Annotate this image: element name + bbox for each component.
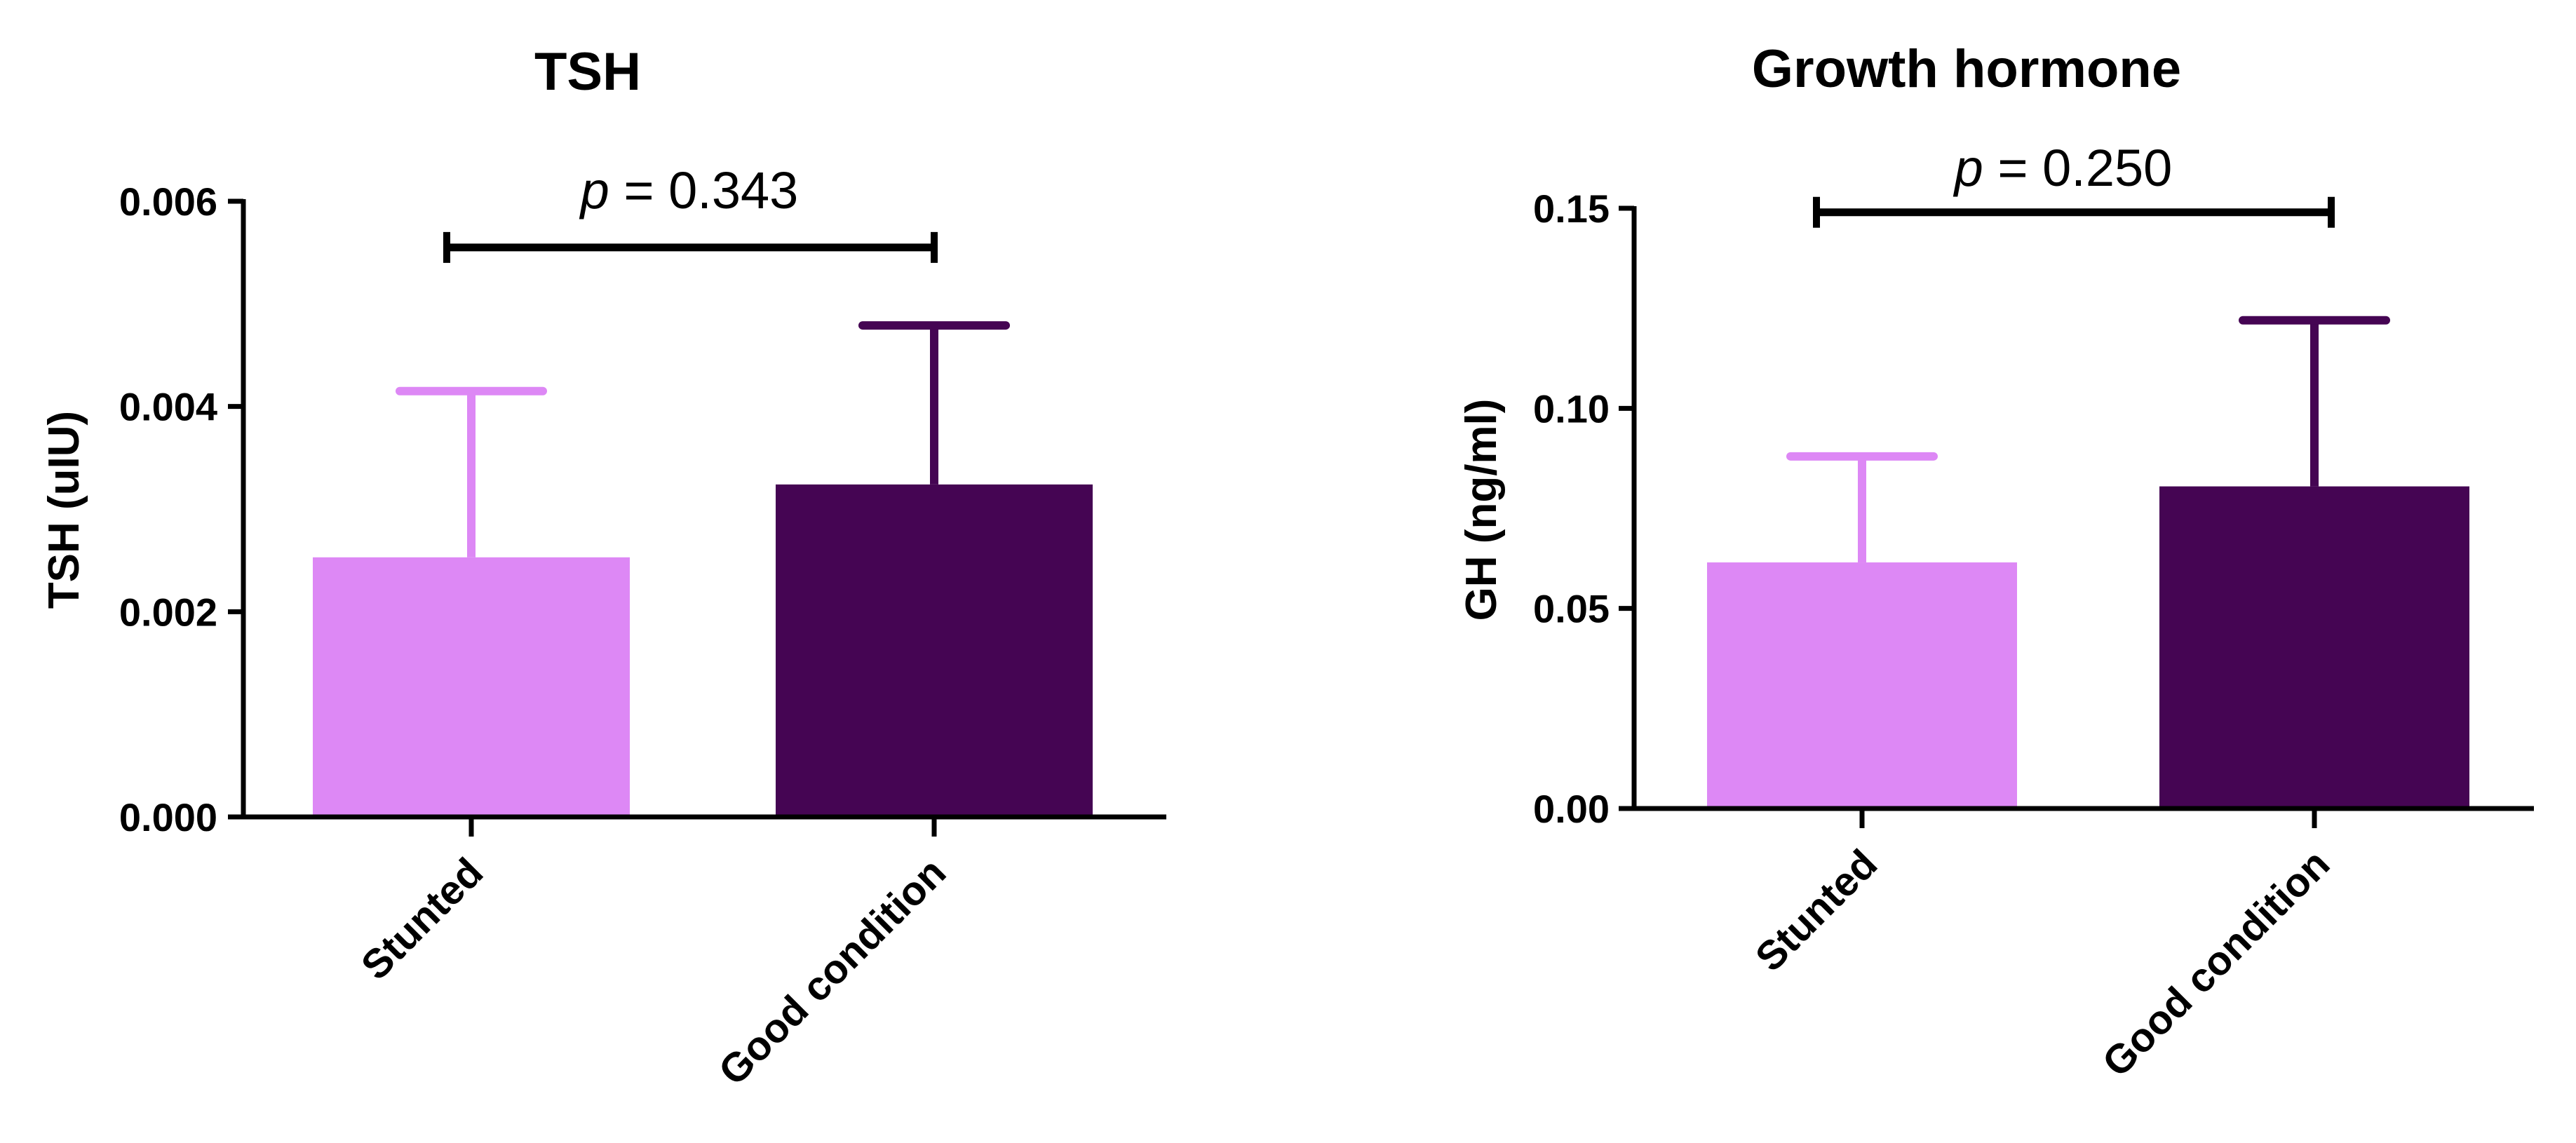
tsh-p-value-label: p = 0.343 [579,161,799,219]
gh-category-label-good-condition: Good condition [2093,841,2338,1085]
tsh-chart-title: TSH [534,42,641,102]
tsh-category-label-good-condition: Good condition [710,849,955,1094]
tsh-category-label-stunted: Stunted [353,849,492,989]
gh-p-value-text: = 0.250 [1983,139,2173,197]
gh-y-tick-label-3: 0.15 [1533,187,1610,231]
tsh-y-axis-label: TSH (uIU) [40,411,88,609]
gh-chart-title: Growth hormone [1752,39,2181,99]
gh-y-axis-label: GH (ng/ml) [1457,399,1506,621]
tsh-bar-good-condition [776,484,1093,817]
tsh-y-tick-label-0: 0.000 [119,795,217,839]
gh-bar-good-condition [2159,486,2469,809]
tsh-y-tick-labels: 0.000 0.002 0.004 0.006 [119,180,217,839]
tsh-y-tick-label-1: 0.002 [119,590,217,634]
gh-panel: Growth hormone GH (ng/ml) 0.00 0.05 0.10… [1457,39,2534,1085]
gh-plot-area [1619,196,2534,828]
tsh-p-value-text: = 0.343 [609,161,799,219]
gh-bar-stunted [1707,562,2017,809]
gh-category-label-stunted: Stunted [1747,841,1887,980]
gh-y-tick-label-2: 0.10 [1533,386,1610,431]
gh-p-value-label: p = 0.250 [1953,139,2173,197]
tsh-y-tick-label-2: 0.004 [119,385,217,429]
tsh-y-tick-label-3: 0.006 [119,180,217,224]
tsh-panel: TSH TSH (uIU) 0.000 0.002 0.004 0.006 St… [40,42,1166,1094]
gh-p-symbol: p [1953,139,1983,197]
tsh-p-symbol: p [579,161,609,219]
gh-y-tick-label-1: 0.05 [1533,587,1610,631]
gh-y-tick-label-0: 0.00 [1533,787,1610,831]
tsh-bar-stunted [313,557,630,817]
gh-y-tick-labels: 0.00 0.05 0.10 0.15 [1533,187,1610,831]
tsh-plot-area [228,198,1166,837]
